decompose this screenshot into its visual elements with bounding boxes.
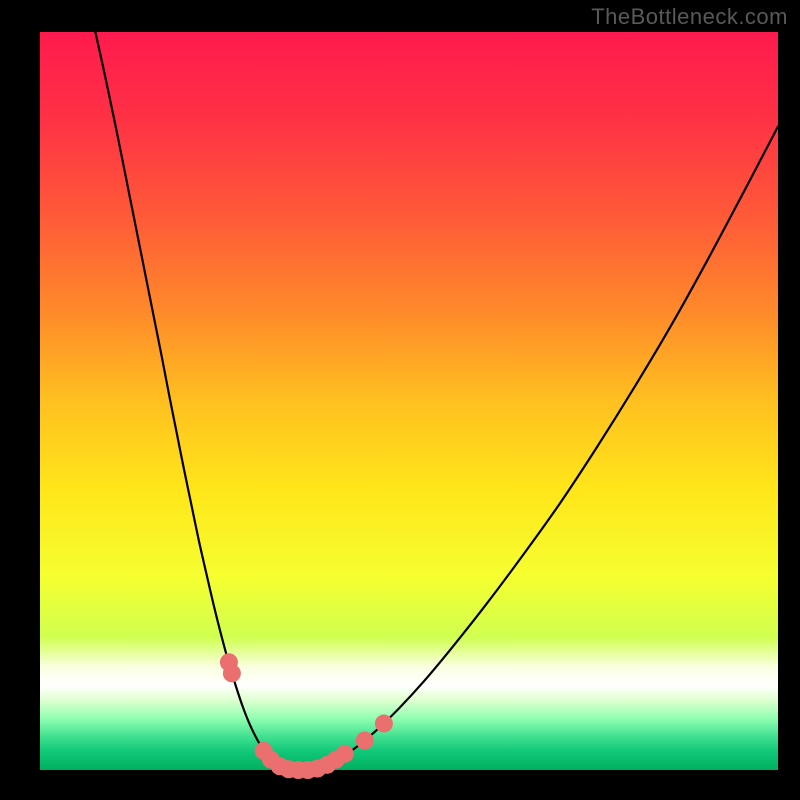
data-marker	[223, 664, 241, 682]
chart-frame: TheBottleneck.com	[0, 0, 800, 800]
data-marker	[336, 745, 354, 763]
data-marker	[375, 715, 393, 733]
watermark-text: TheBottleneck.com	[591, 4, 788, 30]
data-marker	[356, 731, 374, 749]
bottleneck-chart	[0, 0, 800, 800]
